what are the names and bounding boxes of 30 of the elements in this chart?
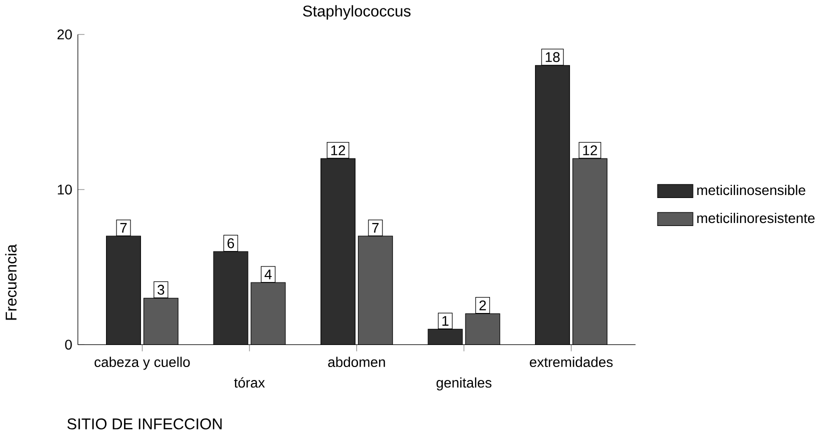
- bar: [214, 252, 248, 345]
- bar: [358, 236, 393, 345]
- data-label: 18: [546, 52, 560, 62]
- data-label: 7: [120, 223, 127, 233]
- data-label: 12: [331, 146, 346, 156]
- data-label: 1: [442, 316, 448, 326]
- x-axis-title: SITIO DE INFECCION: [67, 418, 222, 430]
- y-tick-label: 20: [58, 30, 72, 40]
- bar: [251, 282, 286, 345]
- legend-title: Staphylococcus: [303, 5, 411, 20]
- x-tick-label: tórax: [234, 377, 265, 388]
- x-tick-label: cabeza y cuello: [94, 356, 190, 370]
- data-label: 7: [372, 223, 379, 233]
- bar: [466, 314, 500, 345]
- bar: [106, 236, 141, 345]
- legend-label: meticilinoresistente: [697, 213, 815, 224]
- bar: [428, 329, 462, 345]
- bar: [144, 298, 178, 345]
- y-tick-label: 0: [65, 340, 72, 350]
- x-tick-label: abdomen: [328, 356, 385, 368]
- x-tick-label: extremidades: [530, 356, 613, 368]
- data-label: 4: [264, 270, 272, 280]
- data-label: 2: [479, 300, 486, 310]
- y-tick-label: 10: [58, 184, 72, 195]
- data-label: 6: [228, 238, 234, 248]
- x-tick-label: genitales: [436, 378, 492, 391]
- data-label: 3: [158, 285, 164, 295]
- legend-label: meticilinosensible: [697, 185, 806, 196]
- data-label: 12: [583, 146, 597, 156]
- y-axis-title: Frecuencia: [5, 244, 17, 320]
